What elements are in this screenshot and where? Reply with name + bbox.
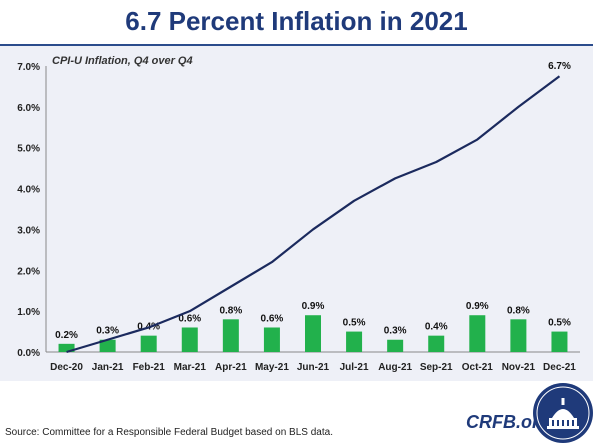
y-tick-label: 5.0% xyxy=(17,144,40,155)
bar xyxy=(387,339,404,352)
x-tick-label: Jun-21 xyxy=(297,362,330,373)
line-series xyxy=(66,75,561,354)
x-tick-label: Aug-21 xyxy=(378,362,412,373)
bar-data-label: 0.3% xyxy=(96,326,119,337)
bar-data-label: 0.8% xyxy=(507,305,530,316)
bar-data-label: 0.6% xyxy=(261,313,284,324)
bar xyxy=(58,343,75,352)
x-tick-label: Dec-21 xyxy=(543,362,576,373)
bar-data-label: 0.3% xyxy=(384,326,407,337)
bar xyxy=(346,331,363,352)
y-tick-label: 3.0% xyxy=(17,225,40,236)
title-divider xyxy=(0,44,593,46)
bar xyxy=(263,327,280,352)
bar xyxy=(140,335,157,352)
bar-data-label: 0.9% xyxy=(466,301,489,312)
bar-data-label: 0.6% xyxy=(178,313,201,324)
x-tick-label: Apr-21 xyxy=(215,362,247,373)
x-tick-label: Jan-21 xyxy=(92,362,124,373)
x-tick-label: Jul-21 xyxy=(340,362,369,373)
inflation-chart: 0.0% 1.0% 2.0% 3.0% 4.0% 5.0% 6.0% 7.0% 0.2% 0.3%… xyxy=(17,61,580,373)
chart-title: 6.7 Percent Inflation in 2021 xyxy=(0,0,593,40)
bar-data-label: 0.4% xyxy=(425,322,448,333)
y-tick-label: 6.0% xyxy=(17,103,40,114)
bar xyxy=(510,319,527,352)
y-tick-label: 4.0% xyxy=(17,185,40,196)
y-tick-label: 7.0% xyxy=(17,62,40,73)
y-tick-label: 1.0% xyxy=(17,307,40,318)
line-end-label: 6.7% xyxy=(548,61,571,72)
brand-link[interactable]: CRFB.org xyxy=(466,412,550,432)
bar-data-label: 0.8% xyxy=(219,305,242,316)
x-tick-label: Sep-21 xyxy=(420,362,453,373)
y-tick-label: 2.0% xyxy=(17,266,40,277)
x-tick-label: Feb-21 xyxy=(133,362,166,373)
x-tick-label: Oct-21 xyxy=(462,362,494,373)
x-tick-label: Dec-20 xyxy=(50,362,83,373)
bar xyxy=(181,327,198,352)
bar-data-label: 0.9% xyxy=(302,301,325,312)
bar xyxy=(99,339,116,352)
bar xyxy=(305,315,321,352)
x-tick-label: May-21 xyxy=(255,362,289,373)
x-tick-label: Nov-21 xyxy=(502,362,536,373)
chart-area: 0.0% 1.0% 2.0% 3.0% 4.0% 5.0% 6.0% 7.0% 0.2% 0.3%… xyxy=(0,46,593,381)
y-tick-label: 0.0% xyxy=(17,348,40,359)
x-tick-label: Mar-21 xyxy=(174,362,207,373)
bar xyxy=(222,319,239,352)
capitol-seal-icon xyxy=(533,383,593,443)
bar xyxy=(428,335,445,352)
bar-data-label: 0.5% xyxy=(343,318,366,329)
bar-data-label: 0.5% xyxy=(548,318,571,329)
chart-subtitle: CPI-U Inflation, Q4 over Q4 xyxy=(52,55,193,67)
bar-data-label: 0.2% xyxy=(55,330,78,341)
bar xyxy=(551,331,568,352)
bar xyxy=(469,315,486,352)
source-note: Source: Committee for a Responsible Fede… xyxy=(5,427,333,438)
